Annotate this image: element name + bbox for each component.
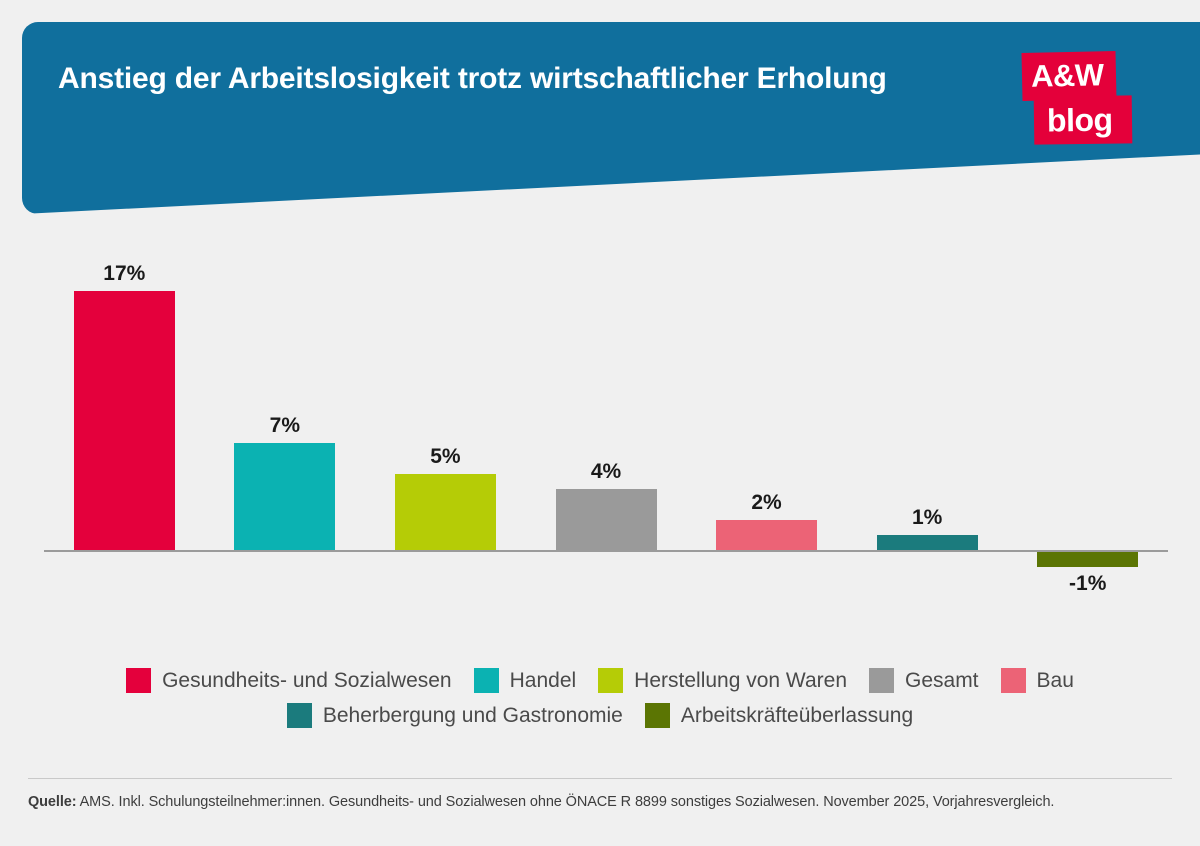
chart-bars-container: 17% 7% 5% 4% 2% 1% -1%	[44, 250, 1168, 650]
chart-bar-value-label: 7%	[269, 414, 301, 438]
chart-bar[interactable]	[73, 290, 175, 550]
chart-bar-value-label: 4%	[590, 460, 622, 483]
chart-bar[interactable]	[1037, 552, 1139, 568]
legend-item-label: Beherbergung und Gastronomie	[322, 703, 623, 727]
legend-color-swatch	[286, 703, 312, 728]
legend-color-swatch	[473, 668, 499, 693]
legend-item-label: Gesamt	[905, 668, 979, 692]
legend-item-label: Arbeitskräfteüberlassung	[680, 703, 914, 727]
chart-bar-group[interactable]: -1%	[1037, 250, 1139, 650]
aw-blog-logo[interactable]: A&W blog	[1021, 51, 1133, 150]
header-banner: Anstieg der Arbeitslosigkeit trotz wirts…	[0, 0, 1200, 230]
legend-item-label: Gesundheits- und Sozialwesen	[162, 668, 452, 692]
legend-row: Beherbergung und Gastronomie Arbeitskräft…	[0, 703, 1200, 728]
legend-color-swatch	[644, 703, 670, 728]
logo-blog-box: blog	[1033, 95, 1133, 145]
legend-item[interactable]: Handel	[473, 668, 577, 693]
legend-item-label: Bau	[1036, 668, 1074, 692]
legend-item[interactable]: Bau	[1000, 668, 1074, 693]
legend-item[interactable]: Beherbergung und Gastronomie	[286, 703, 623, 728]
legend-item-label: Herstellung von Waren	[634, 668, 847, 692]
chart-bar[interactable]	[876, 534, 978, 550]
chart-bar-value-label: 1%	[911, 505, 943, 529]
logo-blog-text: blog	[1046, 101, 1113, 139]
legend-row: Gesundheits- und Sozialwesen Handel Herste…	[0, 668, 1200, 693]
chart-baseline	[44, 550, 1168, 552]
legend-color-swatch	[598, 668, 624, 693]
chart-bar-group[interactable]: 5%	[394, 250, 496, 650]
chart-bar-value-label: 5%	[430, 444, 461, 468]
chart-bar[interactable]	[716, 519, 818, 550]
chart-bar-group[interactable]: 1%	[876, 250, 978, 650]
footer-divider	[28, 778, 1172, 779]
legend-item[interactable]: Gesundheits- und Sozialwesen	[126, 668, 452, 693]
bar-chart: 17% 7% 5% 4% 2% 1% -1%	[0, 250, 1200, 650]
chart-bar-group[interactable]: 2%	[716, 250, 818, 650]
source-text: AMS. Inkl. Schulungsteilnehmer:innen. Ge…	[76, 794, 1055, 810]
source-label: Quelle:	[28, 794, 77, 810]
legend-color-swatch	[869, 668, 894, 693]
chart-bar-group[interactable]: 4%	[555, 250, 657, 650]
legend-color-swatch	[126, 668, 152, 693]
chart-bar[interactable]	[394, 473, 496, 550]
chart-bar-value-label: 2%	[751, 490, 782, 514]
legend-item[interactable]: Herstellung von Waren	[598, 668, 847, 693]
legend-item[interactable]: Arbeitskräfteüberlassung	[644, 703, 914, 728]
logo-aw-text: A&W	[1030, 57, 1104, 94]
chart-bar-group[interactable]: 7%	[234, 250, 336, 650]
page-title: Anstieg der Arbeitslosigkeit trotz wirts…	[58, 62, 887, 95]
chart-bar-value-label: 17%	[103, 261, 146, 285]
chart-bar-value-label: -1%	[1069, 572, 1107, 596]
chart-legend: Gesundheits- und Sozialwesen Handel Herste…	[0, 668, 1200, 738]
chart-bar[interactable]	[555, 489, 657, 550]
source-note: Quelle: AMS. Inkl. Schulungsteilnehmer:i…	[28, 794, 1178, 810]
legend-color-swatch	[1000, 668, 1026, 693]
legend-item-label: Handel	[509, 668, 577, 692]
logo-aw-box: A&W	[1021, 51, 1117, 101]
chart-bar[interactable]	[234, 443, 336, 550]
chart-bar-group[interactable]: 17%	[73, 250, 175, 650]
legend-item[interactable]: Gesamt	[869, 668, 979, 693]
